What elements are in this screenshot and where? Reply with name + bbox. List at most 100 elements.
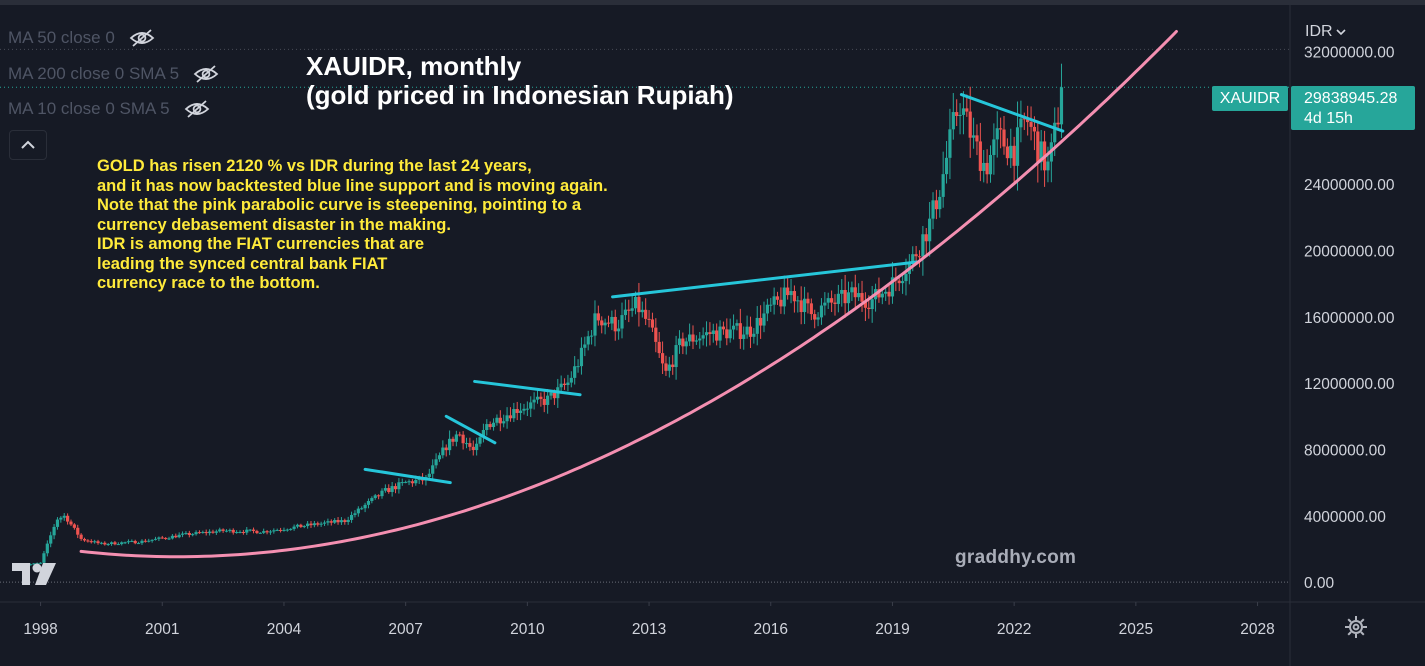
candle-body [211,531,215,533]
eye-off-icon[interactable] [184,99,210,119]
eye-off-icon[interactable] [129,28,155,48]
candle-body [96,541,100,544]
candle-body [586,336,590,345]
candle-body [278,529,283,531]
candle-body [164,537,168,539]
candle-body [775,296,780,300]
eye-off-icon[interactable] [193,64,219,84]
candle-body [451,438,455,442]
candle-body [72,524,76,528]
candle-body [366,500,371,505]
candle-body [218,529,222,532]
watermark: graddhy.com [955,547,1077,568]
last-price-value: 29838945.28 [1304,90,1398,107]
candle-body [295,524,300,527]
candle-body [735,323,739,326]
x-tick-label: 2001 [145,621,179,638]
candle-body [975,135,979,142]
candle-body [248,529,252,531]
candle-body [427,473,431,478]
candle-body [228,529,232,531]
gear-icon[interactable] [1343,614,1369,640]
candle-body [897,280,901,284]
candle-body [731,325,736,330]
candle-body [518,410,523,413]
indicator-ma10[interactable]: MA 10 close 0 SMA 5 [8,97,210,121]
candle-body [383,488,387,491]
y-tick-label: 16000000.00 [1304,310,1395,327]
candle-body [789,291,793,296]
candle-body [921,234,925,257]
candle-body [326,521,330,523]
candle-body [458,434,462,436]
candle-body [502,421,506,424]
candle-body [468,443,472,447]
candle-body [860,293,864,302]
currency-selector[interactable]: IDR [1305,23,1346,41]
collapse-indicators-button[interactable] [9,130,47,160]
candle-body [992,139,996,156]
candle-body [887,291,891,297]
note-line: Note that the pink parabolic curve is st… [97,196,582,214]
tradingview-logo-icon[interactable] [10,561,58,587]
chart-subtitle-line: (gold priced in Indonesian Rupiah) [306,80,734,110]
indicator-ma50[interactable]: MA 50 close 0 [8,26,155,50]
candle-body [62,515,66,518]
chevron-down-icon [1335,29,1346,36]
candle-body [194,532,198,535]
candle-body [961,108,966,115]
last-price-label: 29838945.28 4d 15h [1291,86,1415,130]
candle-body [42,553,46,563]
candle-body [76,527,80,535]
candle-body [606,322,611,324]
candlestick-series [18,63,1064,567]
candle-body [437,455,442,460]
candle-body [238,531,242,533]
candle-body [546,395,550,405]
trendline [473,379,582,397]
candle-body [924,234,928,242]
chart-title: XAUIDR, monthly (gold priced in Indonesi… [306,52,734,110]
y-tick-label: 4000000.00 [1304,509,1386,526]
candle-body [755,317,759,334]
candle-body [711,330,715,335]
indicator-ma200[interactable]: MA 200 close 0 SMA 5 [8,62,219,86]
candle-body [853,287,857,298]
candle-body [1012,145,1016,166]
trendline [444,414,497,445]
x-tick-label: 2016 [754,621,788,638]
candle-body [843,289,847,304]
note-line: currency race to the bottom. [97,274,320,292]
y-tick-label: 32000000.00 [1304,44,1395,61]
candle-body [1029,122,1033,127]
candle-body [1026,119,1030,123]
candle-body [704,332,709,336]
note-line: IDR is among the FIAT currencies that ar… [97,235,425,253]
candle-body [82,538,87,541]
candle-body [792,291,797,302]
candle-body [109,542,114,545]
candle-body [603,322,607,326]
candle-body [850,287,854,293]
candle-body [103,542,107,545]
candle-body [1056,122,1060,125]
candle-body [667,364,671,371]
candle-body [262,531,266,533]
candle-body [627,309,631,311]
candle-body [434,459,438,466]
candle-body [786,287,790,296]
top-border [0,0,1425,5]
candle-body [978,141,982,171]
candle-body [339,520,344,523]
candle-body [738,323,742,339]
candle-body [718,326,722,341]
candle-body [397,482,401,490]
candle-body [89,541,93,543]
candle-body [532,399,536,403]
candle-body [999,128,1003,130]
candle-body [38,562,43,564]
candle-body [160,537,164,539]
candle-body [562,383,567,386]
candle-body [241,531,245,533]
